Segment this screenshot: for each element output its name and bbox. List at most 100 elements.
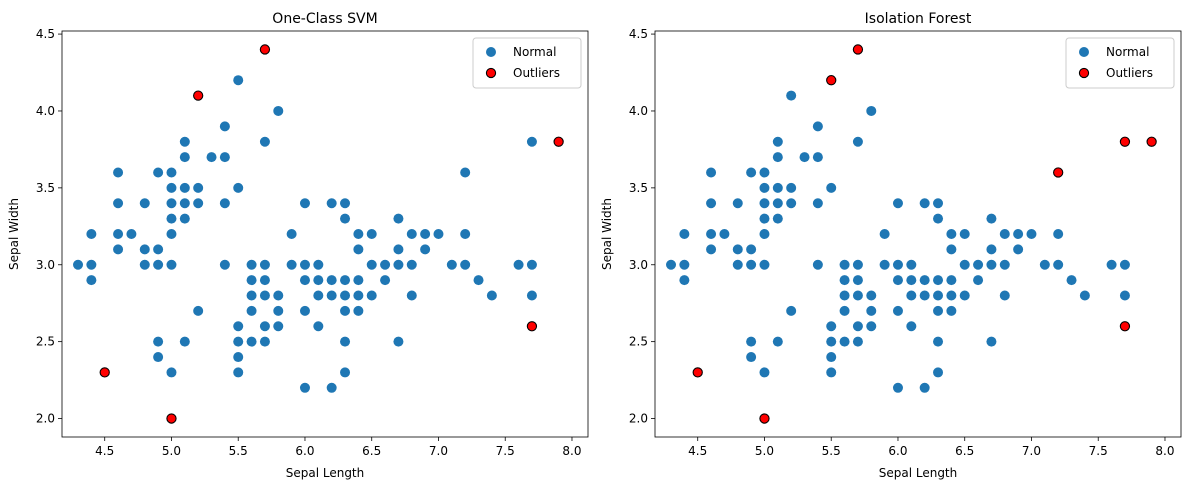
normal-point [1119,290,1130,301]
normal-point [759,167,770,178]
normal-point [166,182,177,193]
outlier-point [193,90,204,101]
legend-marker-normal [1079,47,1089,57]
x-tick-label: 4.5 [95,444,114,458]
y-tick-label: 3.0 [629,258,648,272]
normal-point [366,229,377,239]
normal-point [326,198,337,209]
normal-point [340,290,351,301]
normal-point [246,305,257,316]
normal-point [259,275,270,286]
normal-point [986,259,997,270]
normal-point [340,275,351,286]
y-tick-label: 3.0 [36,258,55,272]
normal-point [513,259,524,270]
normal-point [933,213,944,224]
x-tick-label: 8.0 [1155,444,1174,458]
normal-point [732,259,743,270]
x-tick-label: 6.0 [888,444,907,458]
normal-point [826,321,837,332]
normal-point [153,259,164,270]
x-tick-label: 5.0 [755,444,774,458]
normal-point [772,136,783,147]
normal-point [353,229,364,239]
normal-point [219,121,230,132]
normal-point [259,136,270,147]
normal-point [799,152,810,163]
plot-frame [61,30,589,438]
normal-point [246,259,257,270]
normal-point [1066,275,1077,286]
normal-point [933,290,944,301]
y-tick-label: 4.5 [629,27,648,41]
x-tick-label: 5.5 [229,444,248,458]
normal-point [233,321,244,332]
outlier-point [852,44,864,55]
normal-point [892,275,903,286]
normal-point [786,90,797,101]
normal-point [812,259,823,270]
x-tick-label: 5.5 [822,444,841,458]
normal-point [906,275,917,286]
normal-point [340,213,351,224]
normal-point [193,198,204,209]
normal-point [233,352,244,363]
legend: Normal Outliers [1065,37,1175,89]
normal-point [1039,259,1050,270]
subplot-2: Isolation Forest 4.5 5.0 5.5 6.0 6.5 7.0 7.5 8.0… [600,11,1182,480]
legend-box [1065,37,1175,89]
normal-point [772,182,783,193]
subplot-1: One-Class SVM 4.5 5.0 5.5 6.0 6.5 7.0 7.5 8.0 2.0… [7,11,589,480]
normal-point [259,290,270,301]
normal-point [852,136,863,147]
x-tick-label: 6.0 [295,444,314,458]
normal-point [420,229,431,239]
normal-point [919,198,930,209]
normal-point [313,290,324,301]
normal-point [706,167,717,178]
series-outliers [99,44,564,424]
normal-point [892,259,903,270]
normal-point [959,259,970,270]
normal-point [892,382,903,393]
outlier-point [1146,136,1157,147]
normal-point [393,213,404,224]
normal-point [153,352,164,363]
x-axis-label: Sepal Length [286,466,365,480]
normal-point [353,290,364,301]
normal-point [906,321,917,332]
normal-point [746,352,757,363]
normal-point [113,244,124,255]
normal-point [946,275,957,286]
normal-point [393,244,404,255]
outlier-point [826,75,837,86]
normal-point [746,167,757,178]
normal-point [299,382,310,393]
normal-point [1013,229,1024,239]
normal-point [153,167,164,178]
normal-point [919,275,930,286]
normal-point [812,198,823,209]
legend-label-normal: Normal [1106,45,1149,59]
normal-point [732,244,743,255]
y-tick-label: 2.5 [629,335,648,349]
normal-point [460,259,471,270]
normal-point [746,244,757,255]
normal-point [406,229,417,239]
normal-point [179,198,190,209]
normal-point [999,290,1010,301]
normal-point [353,305,364,316]
normal-point [732,198,743,209]
normal-point [679,259,690,270]
y-tick-label: 2.0 [36,412,55,426]
normal-point [259,336,270,347]
normal-point [380,259,391,270]
normal-point [113,167,124,178]
normal-point [460,229,471,239]
normal-point [219,152,230,163]
normal-point [719,229,730,239]
normal-point [153,244,164,255]
normal-point [772,213,783,224]
x-axis-label: Sepal Length [879,466,958,480]
normal-point [86,229,97,239]
